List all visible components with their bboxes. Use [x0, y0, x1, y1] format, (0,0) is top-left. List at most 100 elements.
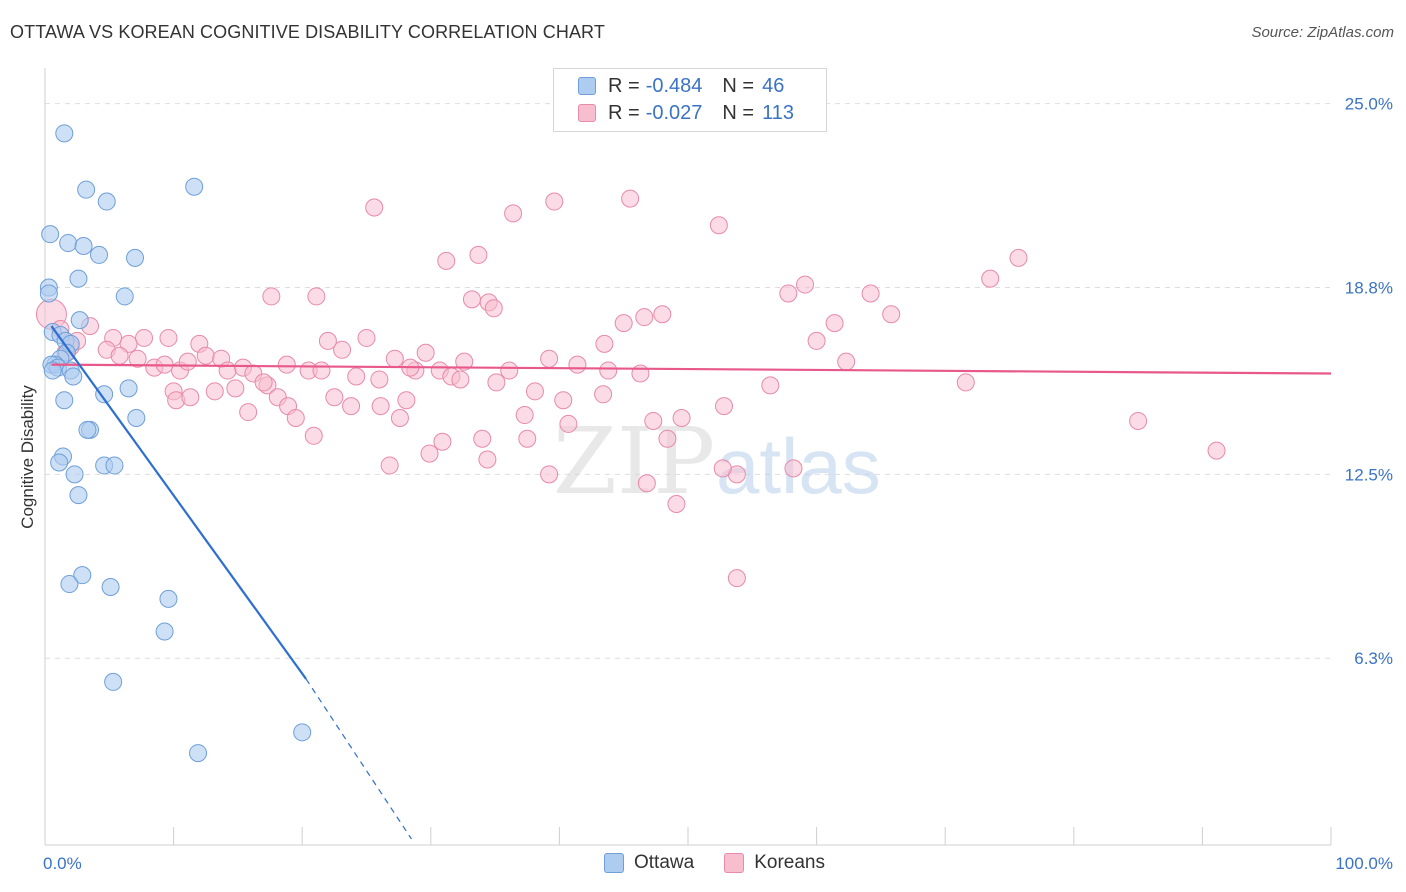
- koreans-point: [484, 299, 503, 318]
- ottawa-point: [155, 622, 174, 641]
- koreans-point: [779, 284, 798, 303]
- legend-row-ottawa: R = -0.484 N = 46: [578, 73, 784, 99]
- koreans-point: [397, 391, 416, 410]
- grid-lines: [45, 103, 1331, 659]
- legend-n-label: N =: [722, 74, 755, 97]
- ottawa-point: [64, 367, 83, 386]
- koreans-point: [635, 308, 654, 327]
- ottawa-point: [41, 225, 60, 244]
- ottawa-point: [70, 311, 89, 330]
- koreans-point: [614, 314, 633, 333]
- ottawa-point: [55, 391, 74, 410]
- ottawa-point: [115, 287, 134, 306]
- legend-item-koreans[interactable]: Koreans: [724, 852, 825, 874]
- koreans-point: [599, 361, 618, 380]
- koreans-point: [347, 367, 366, 386]
- ottawa-swatch: [578, 77, 596, 95]
- koreans-point: [325, 388, 344, 407]
- koreans-point: [135, 328, 154, 347]
- ottawa-point: [293, 723, 312, 742]
- koreans-point: [653, 305, 672, 324]
- koreans-point: [796, 275, 815, 294]
- koreans-swatch: [724, 853, 745, 873]
- koreans-point: [205, 382, 224, 401]
- koreans-point: [110, 346, 129, 365]
- koreans-point: [357, 328, 376, 347]
- koreans-point: [416, 343, 435, 362]
- koreans-point: [226, 379, 245, 398]
- ottawa-point: [43, 361, 62, 380]
- koreans-point: [365, 198, 384, 217]
- ottawa-point: [127, 409, 146, 428]
- trend-lines: [50, 325, 1332, 840]
- koreans-point: [713, 459, 732, 478]
- ottawa-point: [74, 237, 93, 256]
- koreans-point: [981, 269, 1000, 288]
- ottawa-trend-extension: [305, 678, 413, 840]
- koreans-swatch: [578, 104, 596, 122]
- koreans-point: [128, 349, 147, 368]
- tick-labels: 6.3% 12.5% 18.8% 25.0% 0.0% 100.0%: [43, 95, 1393, 873]
- koreans-point: [784, 459, 803, 478]
- ottawa-point: [69, 269, 88, 288]
- koreans-point: [559, 414, 578, 433]
- ottawa-point: [119, 379, 138, 398]
- koreans-point: [658, 429, 677, 448]
- koreans-point: [333, 340, 352, 359]
- koreans-point: [568, 355, 587, 374]
- koreans-point: [504, 204, 523, 223]
- koreans-point: [433, 432, 452, 451]
- koreans-point: [594, 385, 613, 404]
- koreans-point: [262, 287, 281, 306]
- koreans-point: [218, 361, 237, 380]
- koreans-point: [307, 287, 326, 306]
- legend-r-value: -0.027: [645, 101, 703, 124]
- koreans-trend-line: [51, 363, 1332, 375]
- koreans-point: [159, 328, 178, 347]
- koreans-point: [1009, 248, 1028, 267]
- koreans-point: [861, 284, 880, 303]
- koreans-point: [545, 192, 564, 211]
- koreans-point: [318, 331, 337, 350]
- koreans-point: [727, 569, 746, 588]
- ottawa-swatch: [604, 853, 624, 873]
- watermark: ZIP atlas: [553, 408, 881, 515]
- koreans-point: [286, 409, 305, 428]
- koreans-point: [478, 450, 497, 469]
- koreans-point: [385, 349, 404, 368]
- ottawa-point: [73, 566, 92, 585]
- koreans-point: [709, 216, 728, 235]
- koreans-point: [181, 388, 200, 407]
- ottawa-point: [189, 744, 208, 763]
- y-tick-label: 12.5%: [1345, 465, 1393, 484]
- koreans-point: [761, 376, 780, 395]
- koreans-point: [637, 474, 656, 493]
- legend-koreans-label: Koreans: [754, 852, 825, 873]
- legend-n-value: 113: [762, 101, 794, 124]
- koreans-point: [631, 364, 650, 383]
- x-tick-label: 100.0%: [1335, 854, 1393, 873]
- y-axis-label: Cognitive Disability: [18, 385, 37, 529]
- ottawa-point: [185, 177, 204, 196]
- koreans-point: [882, 305, 901, 324]
- axes: [44, 68, 1332, 846]
- ottawa-point: [60, 575, 79, 594]
- ottawa-point: [90, 245, 109, 264]
- legend-n-label: N =: [722, 101, 755, 124]
- koreans-point: [462, 290, 481, 309]
- koreans-point: [525, 382, 544, 401]
- koreans-point: [540, 465, 559, 484]
- source-label: Source: ZipAtlas.com: [1251, 24, 1394, 41]
- koreans-point: [621, 189, 640, 208]
- legend-r-label: R =: [608, 74, 640, 97]
- chart-title: OTTAWA VS KOREAN COGNITIVE DISABILITY CO…: [10, 22, 605, 42]
- koreans-point: [672, 409, 691, 428]
- legend-r-value: -0.484: [645, 74, 703, 97]
- legend-ottawa-label: Ottawa: [634, 852, 695, 873]
- ottawa-trend-line: [50, 325, 307, 680]
- legend-item-ottawa[interactable]: Ottawa: [604, 852, 694, 874]
- koreans-points: [35, 189, 1226, 588]
- ottawa-point: [95, 385, 114, 404]
- ottawa-point: [39, 284, 58, 303]
